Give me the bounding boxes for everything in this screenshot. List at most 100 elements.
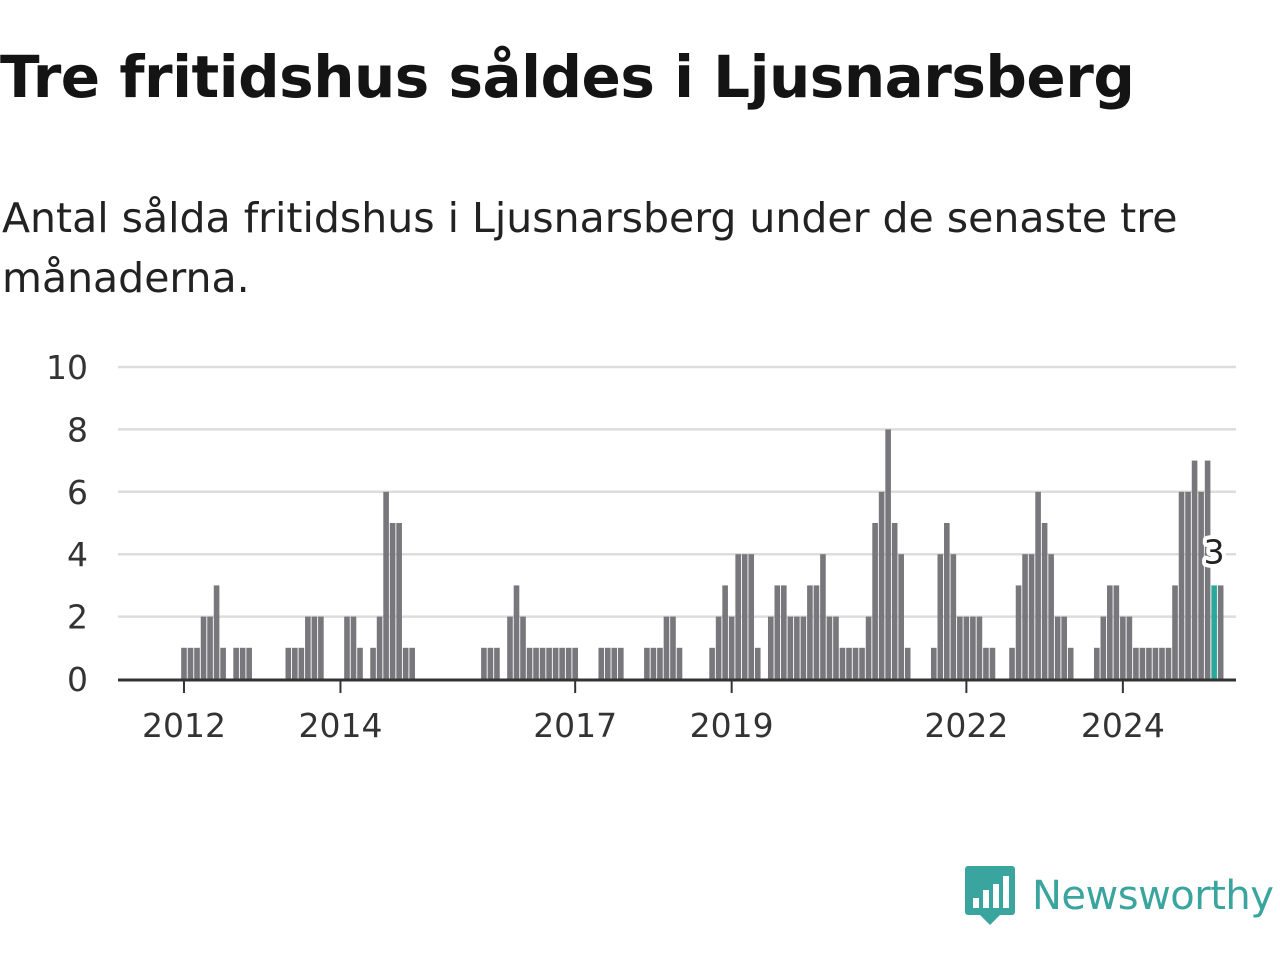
- bar: [904, 647, 911, 679]
- bar: [1035, 491, 1041, 679]
- bar: [207, 616, 213, 679]
- x-tick-label: 2019: [690, 706, 774, 745]
- bar: [1120, 616, 1126, 679]
- axes: [118, 678, 1236, 693]
- bar: [533, 647, 539, 679]
- bar: [1093, 647, 1100, 679]
- y-tick-label: 2: [67, 598, 88, 637]
- bar: [311, 616, 318, 679]
- grid-lines: [118, 365, 1236, 618]
- bar: [572, 647, 578, 679]
- bar: [194, 647, 200, 679]
- bar: [220, 647, 226, 679]
- bar: [644, 647, 650, 679]
- highlight-value-label: 3: [1204, 532, 1225, 571]
- bar: [1100, 616, 1107, 679]
- bar: [546, 647, 552, 679]
- bar: [376, 616, 383, 679]
- bar: [1009, 647, 1015, 679]
- bar: [552, 647, 559, 679]
- bar: [494, 647, 500, 679]
- bar: [1107, 585, 1113, 679]
- bar: [298, 647, 305, 679]
- bar: [937, 554, 944, 679]
- y-tick-label: 0: [67, 660, 88, 699]
- bar: [565, 647, 572, 679]
- bar: [350, 616, 357, 679]
- bar: [409, 647, 415, 679]
- bar: [1165, 647, 1172, 679]
- bar: [885, 429, 891, 679]
- bar: [891, 523, 898, 679]
- brand-name: Newsworthy: [1032, 873, 1274, 919]
- bar: [754, 647, 761, 679]
- bar: [318, 616, 324, 679]
- bar: [1204, 460, 1211, 679]
- bar: [370, 647, 376, 679]
- bar: [963, 616, 970, 679]
- bar: [989, 647, 996, 679]
- bar: [774, 585, 781, 679]
- bar: [507, 616, 513, 679]
- bar: [898, 554, 904, 679]
- bar: [794, 616, 800, 679]
- x-tick-label: 2012: [142, 706, 226, 745]
- bar: [800, 616, 807, 679]
- bar: [859, 647, 865, 679]
- bar: [865, 616, 872, 679]
- bar: [676, 647, 683, 679]
- bar: [983, 647, 989, 679]
- bar: [1028, 554, 1035, 679]
- chart-subtitle: Antal sålda fritidshus i Ljusnarsberg un…: [2, 194, 1178, 302]
- y-tick-label: 4: [67, 535, 88, 574]
- bar: [735, 554, 741, 679]
- bar: [526, 647, 533, 679]
- bar: [1041, 523, 1048, 679]
- y-tick-label: 8: [67, 410, 88, 449]
- bar: [487, 647, 494, 679]
- bar: [1139, 647, 1146, 679]
- newsworthy-logo-icon: [965, 866, 1015, 925]
- x-tick-label: 2014: [298, 706, 382, 745]
- bar: [187, 647, 194, 679]
- bar: [213, 585, 220, 679]
- bar: [787, 616, 794, 679]
- x-tick-label: 2022: [924, 706, 1008, 745]
- bar: [181, 647, 187, 679]
- bar: [1061, 616, 1067, 679]
- x-tick-label: 2017: [533, 706, 617, 745]
- bar-chart: 0 2 4 6 8 10 2012 2014 2017 2019 2022 2024 3: [46, 348, 1236, 745]
- bar: [807, 585, 813, 679]
- bar: [781, 585, 787, 679]
- bar: [389, 523, 396, 679]
- bar: [957, 616, 963, 679]
- bar: [813, 585, 820, 679]
- bar: [767, 616, 774, 679]
- bar: [1172, 585, 1178, 679]
- bar: [1152, 647, 1159, 679]
- bar: [976, 616, 983, 679]
- bar: [1191, 460, 1198, 679]
- bar: [1185, 491, 1191, 679]
- bar: [657, 647, 663, 679]
- bar: [305, 616, 311, 679]
- bar: [239, 647, 246, 679]
- bar: [950, 554, 957, 679]
- bar: [539, 647, 546, 679]
- bar: [1146, 647, 1152, 679]
- bar: [344, 616, 350, 679]
- bar: [618, 647, 624, 679]
- bar: [1159, 647, 1165, 679]
- bar: [709, 647, 715, 679]
- bar: [715, 616, 722, 679]
- bar: [1054, 616, 1061, 679]
- bar: [1217, 585, 1224, 679]
- bar: [741, 554, 748, 679]
- bar: [820, 554, 826, 679]
- bar: [246, 647, 252, 679]
- bar: [611, 647, 618, 679]
- highlighted-bar: [1211, 585, 1217, 679]
- bar: [970, 616, 976, 679]
- bar: [1113, 585, 1120, 679]
- bar: [1126, 616, 1133, 679]
